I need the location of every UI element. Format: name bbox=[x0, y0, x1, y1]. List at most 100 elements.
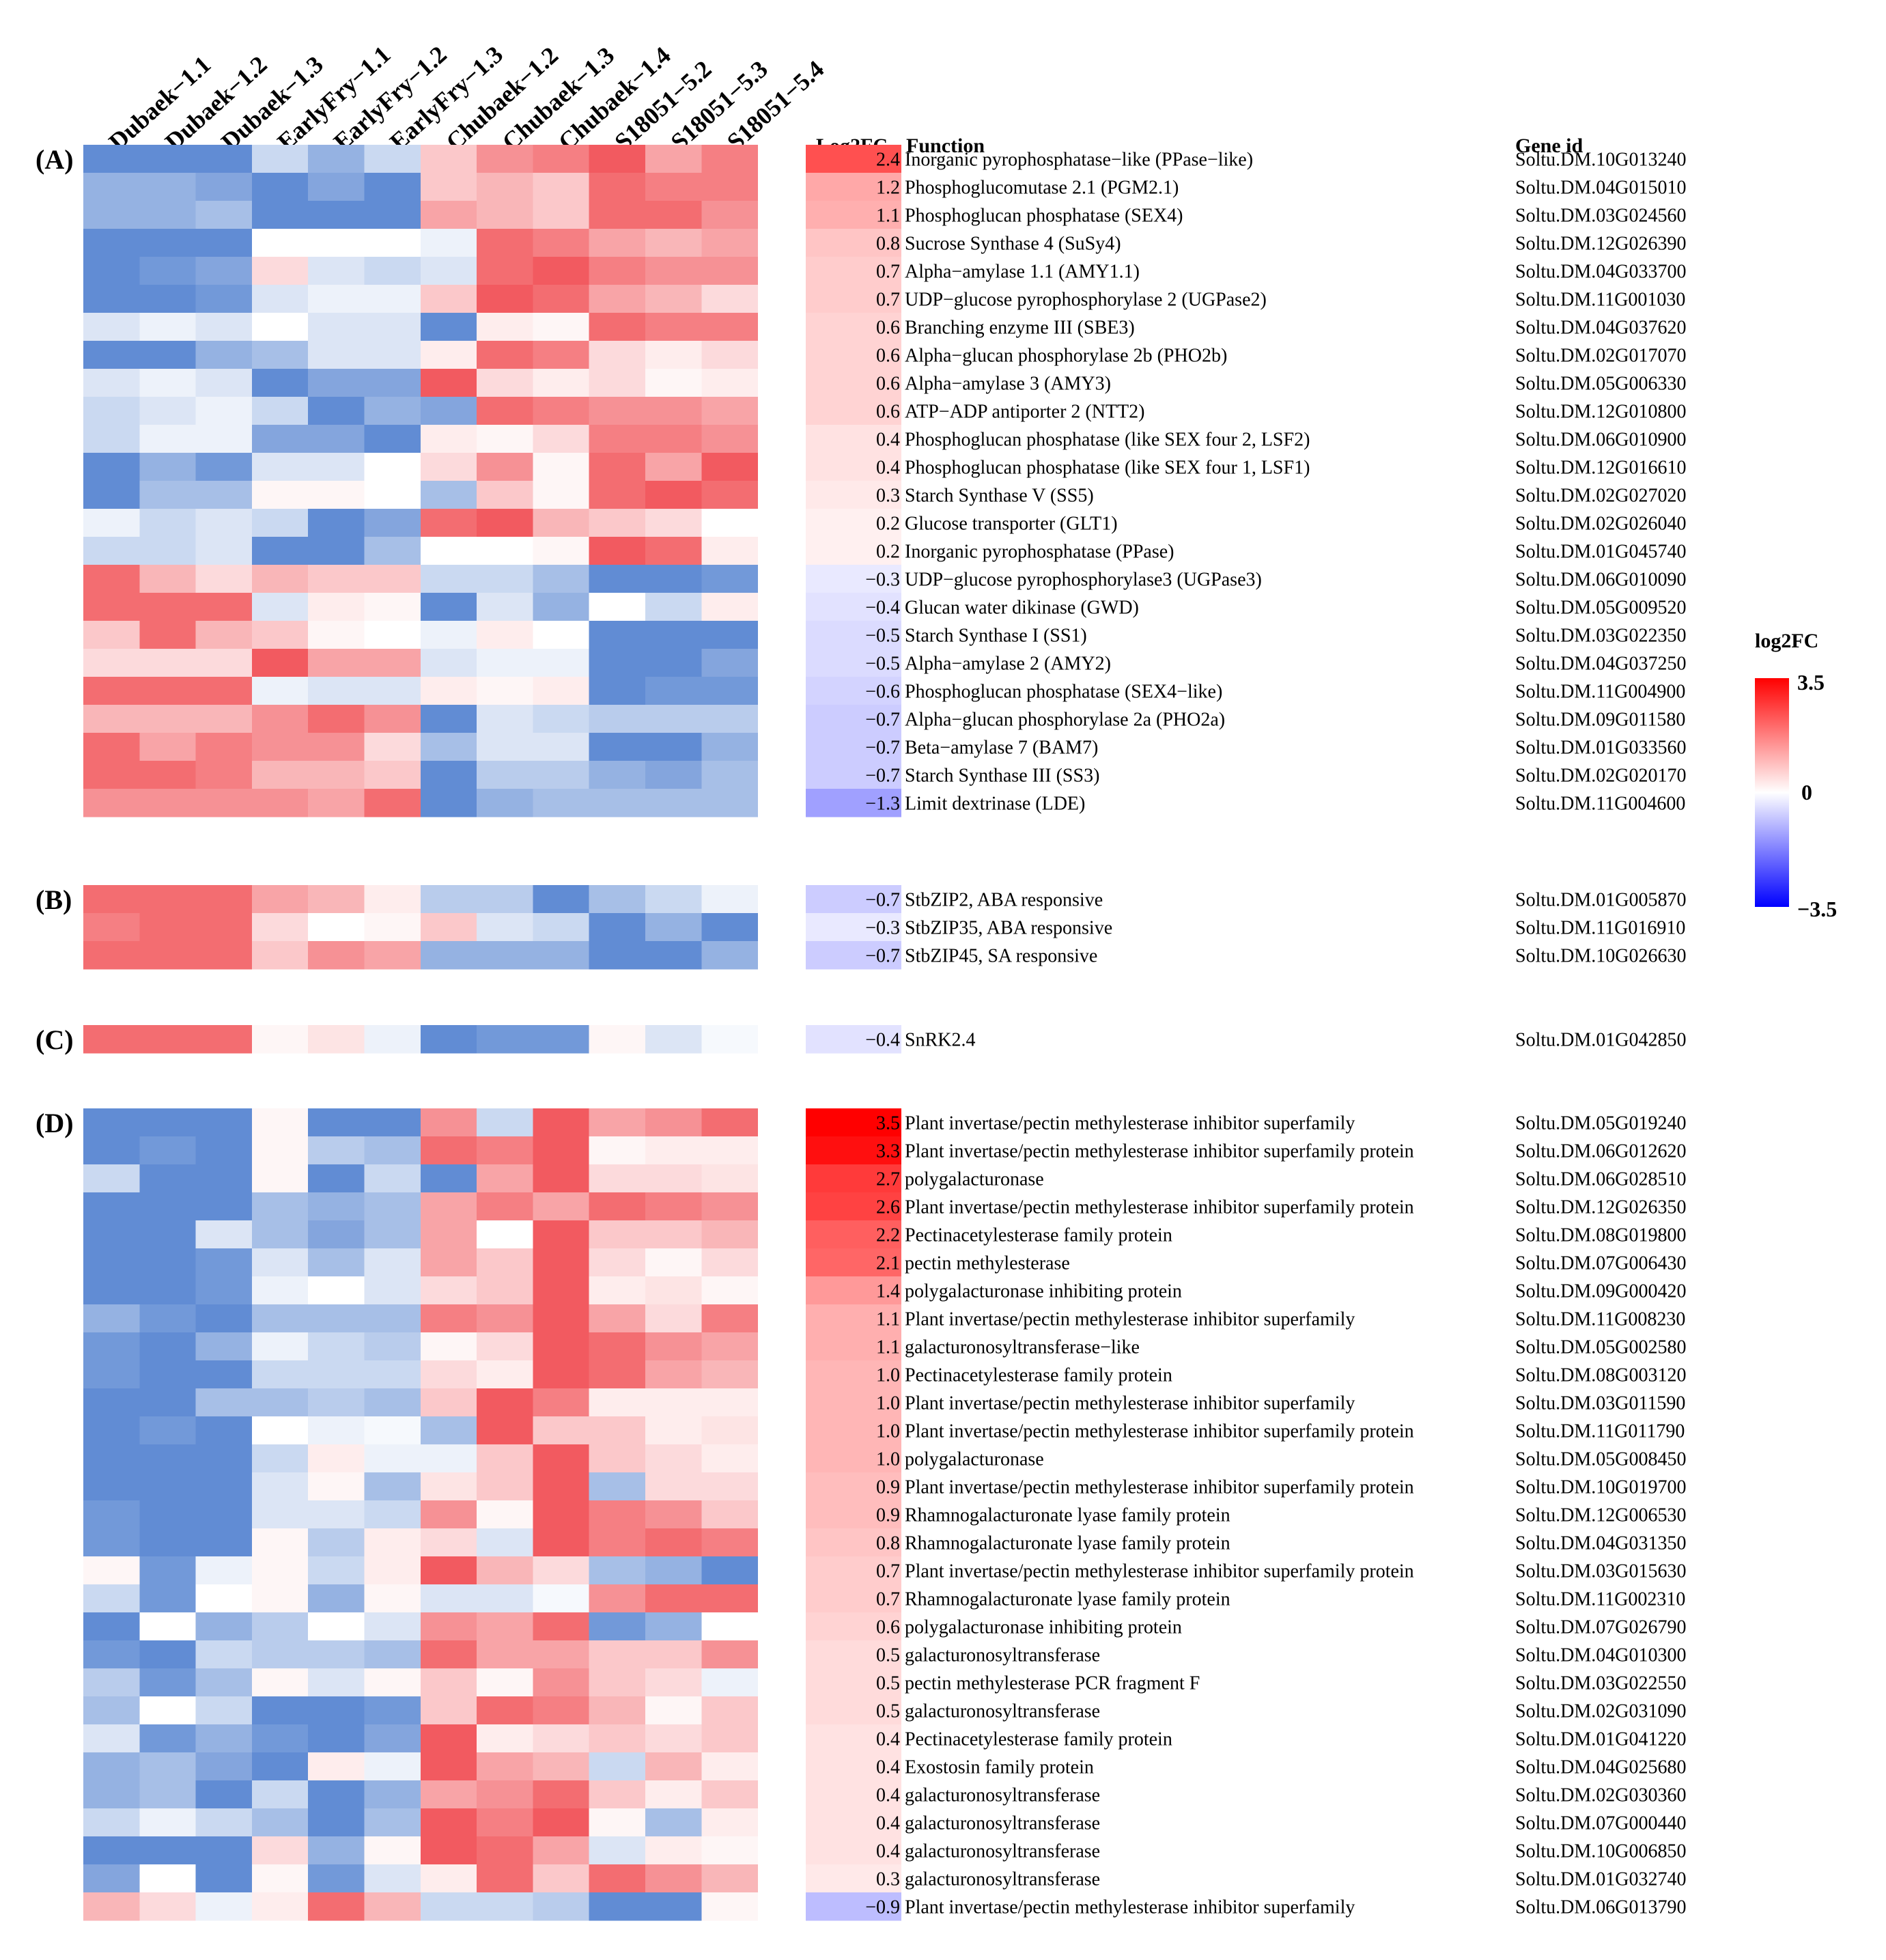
heatmap-cell bbox=[533, 201, 590, 229]
heatmap-cell bbox=[251, 1668, 309, 1697]
heatmap-cell bbox=[364, 1136, 421, 1165]
heatmap-cell bbox=[420, 201, 477, 229]
heatmap-cell bbox=[251, 1332, 309, 1361]
gene-id: Soltu.DM.10G019700 bbox=[1515, 1477, 1686, 1498]
heatmap-cell bbox=[251, 1472, 309, 1501]
heatmap-cell bbox=[533, 789, 590, 817]
log2fc-value: −0.4 bbox=[865, 598, 900, 619]
log2fc-value: −0.7 bbox=[865, 890, 900, 911]
heatmap-cell bbox=[251, 1416, 309, 1445]
heatmap-cell bbox=[701, 1025, 759, 1054]
heatmap-cell bbox=[308, 1500, 365, 1529]
heatmap-cell bbox=[83, 1528, 140, 1557]
heatmap-cell bbox=[195, 1108, 253, 1137]
gene-function: Plant invertase/pectin methylesterase in… bbox=[905, 1197, 1414, 1218]
heatmap-cell bbox=[645, 341, 702, 369]
heatmap-cell bbox=[195, 621, 253, 649]
heatmap-cell bbox=[83, 1640, 140, 1669]
heatmap-cell bbox=[420, 481, 477, 509]
heatmap-cell bbox=[589, 1696, 646, 1725]
gene-function: Plant invertase/pectin methylesterase in… bbox=[905, 1393, 1355, 1414]
heatmap-cell bbox=[645, 1388, 702, 1417]
log2fc-value: 0.4 bbox=[876, 1841, 900, 1862]
heatmap-cell bbox=[701, 341, 759, 369]
log2fc-value: 0.7 bbox=[876, 1589, 900, 1610]
heatmap-cell bbox=[645, 1808, 702, 1837]
heatmap-cell bbox=[251, 173, 309, 201]
log2fc-cell bbox=[806, 1584, 901, 1613]
heatmap-cell bbox=[477, 1808, 533, 1837]
log2fc-cell bbox=[806, 1276, 901, 1305]
heatmap-cell bbox=[195, 1388, 253, 1417]
gene-id: Soltu.DM.05G002580 bbox=[1515, 1337, 1686, 1358]
heatmap-cell bbox=[139, 789, 197, 817]
heatmap-cell bbox=[589, 369, 646, 397]
log2fc-cell bbox=[806, 1025, 901, 1054]
gene-id: Soltu.DM.01G045740 bbox=[1515, 542, 1686, 563]
heatmap-cell bbox=[533, 1808, 590, 1837]
heatmap-cell bbox=[195, 1640, 253, 1669]
gene-function: UDP−glucose pyrophosphorylase3 (UGPase3) bbox=[905, 570, 1262, 591]
heatmap-row: 0.2 Glucose transporter (GLT1) Soltu.DM.02… bbox=[83, 509, 1686, 537]
heatmap-row: 0.4 Exostosin family protein Soltu.DM.04G0… bbox=[83, 1752, 1686, 1781]
gene-function: Exostosin family protein bbox=[905, 1757, 1094, 1778]
heatmap-cell bbox=[477, 677, 533, 705]
log2fc-cell bbox=[806, 1864, 901, 1893]
heatmap-row: 0.2 Inorganic pyrophosphatase (PPase) Solt… bbox=[83, 537, 1686, 565]
log2fc-value: 0.4 bbox=[876, 1757, 900, 1778]
heatmap-cell bbox=[308, 885, 365, 914]
gene-id: Soltu.DM.01G005870 bbox=[1515, 890, 1686, 911]
heatmap-cell bbox=[364, 1640, 421, 1669]
heatmap-cell bbox=[83, 313, 140, 341]
heatmap-cell bbox=[83, 1752, 140, 1781]
log2fc-value: −0.7 bbox=[865, 946, 900, 967]
heatmap-cell bbox=[83, 229, 140, 257]
heatmap-cell bbox=[589, 257, 646, 285]
heatmap-cell bbox=[420, 1304, 477, 1333]
heatmap-cell bbox=[139, 145, 197, 173]
heatmap-cell bbox=[477, 1388, 533, 1417]
heatmap-cell bbox=[195, 173, 253, 201]
log2fc-cell bbox=[806, 1780, 901, 1809]
heatmap-row: 0.9 Plant invertase/pectin methylesterase… bbox=[83, 1472, 1686, 1501]
heatmap-cell bbox=[139, 705, 197, 733]
heatmap-row: 2.6 Plant invertase/pectin methylesterase… bbox=[83, 1192, 1686, 1221]
heatmap-cell bbox=[701, 229, 759, 257]
heatmap-cell bbox=[83, 733, 140, 761]
heatmap-cell bbox=[533, 1192, 590, 1221]
log2fc-cell bbox=[806, 761, 901, 789]
log2fc-value: 0.7 bbox=[876, 290, 900, 311]
heatmap-cell bbox=[589, 1388, 646, 1417]
heatmap-cell bbox=[308, 1220, 365, 1249]
gene-id: Soltu.DM.06G010900 bbox=[1515, 430, 1686, 451]
heatmap-cell bbox=[645, 593, 702, 621]
heatmap-cell bbox=[195, 1360, 253, 1389]
heatmap-cell bbox=[139, 1864, 197, 1893]
heatmap-cell bbox=[139, 509, 197, 537]
heatmap-cell bbox=[308, 1192, 365, 1221]
heatmap-cell bbox=[589, 481, 646, 509]
heatmap-panels: (A) 2.4 Inorganic pyrophosphatase−like (PP… bbox=[36, 144, 1686, 1921]
log2fc-cell bbox=[806, 1500, 901, 1529]
gene-id: Soltu.DM.05G009520 bbox=[1515, 598, 1686, 619]
heatmap-cell bbox=[477, 369, 533, 397]
heatmap-cell bbox=[251, 1808, 309, 1837]
heatmap-cell bbox=[83, 201, 140, 229]
heatmap-cell bbox=[364, 1696, 421, 1725]
heatmap-cell bbox=[589, 1220, 646, 1249]
heatmap-cell bbox=[195, 1248, 253, 1277]
heatmap-cell bbox=[195, 397, 253, 425]
log2fc-cell bbox=[806, 397, 901, 425]
log2fc-value: −0.3 bbox=[865, 918, 900, 939]
heatmap-cell bbox=[420, 705, 477, 733]
heatmap-cell bbox=[533, 1780, 590, 1809]
gene-id: Soltu.DM.01G033560 bbox=[1515, 738, 1686, 759]
heatmap-cell bbox=[589, 593, 646, 621]
heatmap-cell bbox=[645, 453, 702, 481]
heatmap-cell bbox=[83, 593, 140, 621]
heatmap-cell bbox=[139, 1416, 197, 1445]
heatmap-cell bbox=[195, 1220, 253, 1249]
heatmap-cell bbox=[477, 313, 533, 341]
heatmap-cell bbox=[701, 257, 759, 285]
heatmap-cell bbox=[645, 1640, 702, 1669]
